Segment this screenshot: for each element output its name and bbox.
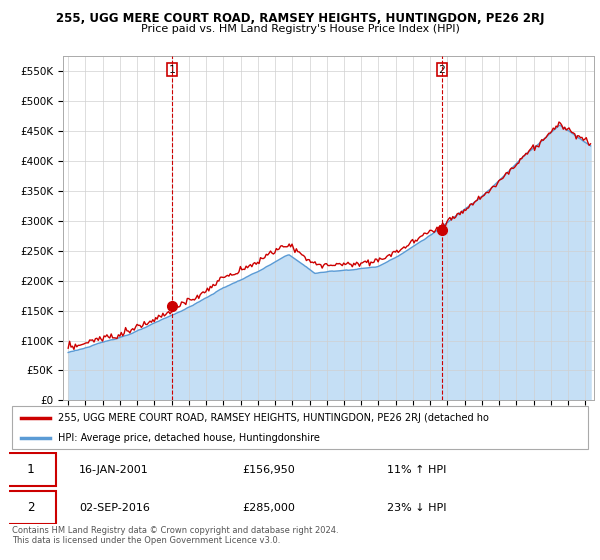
Text: This data is licensed under the Open Government Licence v3.0.: This data is licensed under the Open Gov…: [12, 536, 280, 545]
Text: 1: 1: [27, 463, 34, 477]
FancyBboxPatch shape: [12, 406, 588, 450]
Text: 11% ↑ HPI: 11% ↑ HPI: [388, 465, 446, 475]
FancyBboxPatch shape: [6, 491, 56, 524]
Text: £285,000: £285,000: [242, 503, 295, 513]
Text: 2: 2: [27, 501, 34, 514]
Text: Contains HM Land Registry data © Crown copyright and database right 2024.: Contains HM Land Registry data © Crown c…: [12, 526, 338, 535]
Text: Price paid vs. HM Land Registry's House Price Index (HPI): Price paid vs. HM Land Registry's House …: [140, 24, 460, 34]
Text: 2: 2: [439, 64, 445, 74]
Text: £156,950: £156,950: [242, 465, 295, 475]
Text: 1: 1: [169, 64, 176, 74]
Text: 255, UGG MERE COURT ROAD, RAMSEY HEIGHTS, HUNTINGDON, PE26 2RJ (detached ho: 255, UGG MERE COURT ROAD, RAMSEY HEIGHTS…: [58, 413, 490, 423]
Text: 16-JAN-2001: 16-JAN-2001: [79, 465, 149, 475]
FancyBboxPatch shape: [6, 454, 56, 486]
Text: HPI: Average price, detached house, Huntingdonshire: HPI: Average price, detached house, Hunt…: [58, 433, 320, 444]
Text: 255, UGG MERE COURT ROAD, RAMSEY HEIGHTS, HUNTINGDON, PE26 2RJ: 255, UGG MERE COURT ROAD, RAMSEY HEIGHTS…: [56, 12, 544, 25]
Text: 23% ↓ HPI: 23% ↓ HPI: [388, 503, 447, 513]
Text: 02-SEP-2016: 02-SEP-2016: [79, 503, 150, 513]
